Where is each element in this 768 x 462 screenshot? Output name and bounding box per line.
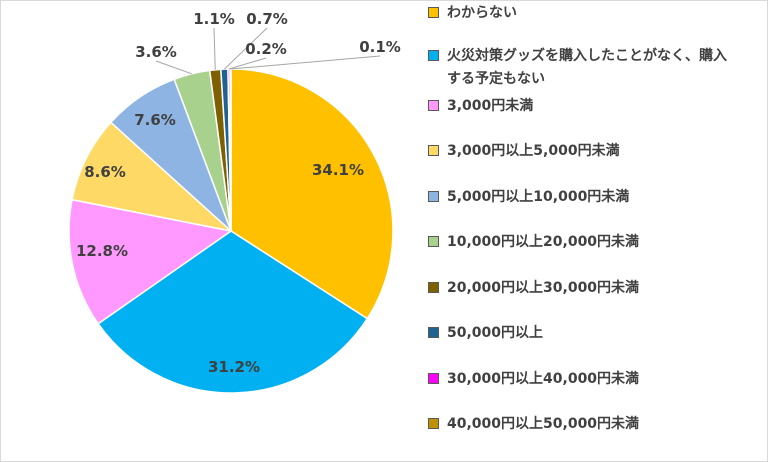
- leader-lines: [155, 27, 381, 75]
- data-label-5: 7.6%: [134, 111, 176, 129]
- legend-item-4: 3,000円以上5,000円未満: [428, 140, 727, 163]
- leader-line-8: [224, 27, 268, 70]
- leader-line-6: [155, 60, 192, 75]
- legend-item-2: 火災対策グッズを購入したことがなく、購入する予定もない: [428, 45, 727, 91]
- legend-label: わからない: [447, 5, 517, 21]
- legend-swatch: [428, 327, 439, 338]
- legend-label: 50,000円以上: [447, 325, 544, 341]
- leader-line-10: [230, 55, 381, 70]
- legend-swatch: [428, 7, 439, 18]
- legend-label: 20,000円以上30,000円未満: [447, 280, 640, 296]
- legend-swatch: [428, 145, 439, 156]
- legend-item-5: 5,000円以上10,000円未満: [428, 186, 727, 209]
- legend: わからない火災対策グッズを購入したことがなく、購入する予定もない 3,000円未満…: [428, 0, 768, 462]
- legend-label: 10,000円以上20,000円未満: [447, 234, 640, 250]
- leader-line-9: [228, 57, 267, 70]
- legend-item-6: 10,000円以上20,000円未満: [428, 231, 727, 254]
- legend-swatch: [428, 282, 439, 293]
- data-label-3: 12.8%: [76, 242, 128, 260]
- legend-swatch: [428, 236, 439, 247]
- legend-label: 30,000円以上40,000円未満: [447, 371, 640, 387]
- data-label-10: 0.1%: [359, 38, 401, 56]
- pie-slice-10: [229, 68, 232, 232]
- legend-label: 40,000円以上50,000円未満: [447, 416, 640, 432]
- data-label-4: 8.6%: [84, 163, 126, 181]
- legend-swatch: [428, 373, 439, 384]
- data-label-6: 3.6%: [135, 43, 177, 61]
- legend-item-10: 40,000円以上50,000円未満: [428, 413, 727, 436]
- legend-item-8: 50,000円以上: [428, 322, 727, 345]
- legend-label: 5,000円以上10,000円未満: [447, 189, 630, 205]
- pie-slices: [68, 68, 394, 394]
- legend-item-7: 20,000円以上30,000円未満: [428, 277, 727, 300]
- legend-swatch: [428, 418, 439, 429]
- legend-label: 3,000円以上5,000円未満: [447, 143, 620, 159]
- data-label-8: 0.7%: [246, 10, 288, 28]
- data-label-9: 0.2%: [245, 40, 287, 58]
- legend-label: 火災対策グッズを購入したことがなく、購入する予定もない: [447, 48, 727, 87]
- pie-slice-3: [68, 198, 233, 325]
- data-label-2: 31.2%: [208, 358, 260, 376]
- legend-item-3: 3,000円未満: [428, 95, 727, 118]
- legend-swatch: [428, 50, 439, 61]
- leader-line-7: [213, 27, 216, 70]
- pie-slice-4: [71, 121, 234, 233]
- legend-swatch: [428, 191, 439, 202]
- legend-item-9: 30,000円以上40,000円未満: [428, 368, 727, 391]
- legend-swatch: [428, 100, 439, 111]
- data-labels: 34.1% 31.2% 12.8% 8.6% 7.6% 3.6% 1.1% 0.7% 0.2% 0…: [76, 10, 401, 376]
- legend-label: 3,000円未満: [447, 98, 534, 114]
- legend-item-1: わからない: [428, 2, 727, 25]
- pie-slice-2: [97, 230, 369, 394]
- data-label-1: 34.1%: [312, 161, 364, 179]
- data-label-7: 1.1%: [193, 10, 235, 28]
